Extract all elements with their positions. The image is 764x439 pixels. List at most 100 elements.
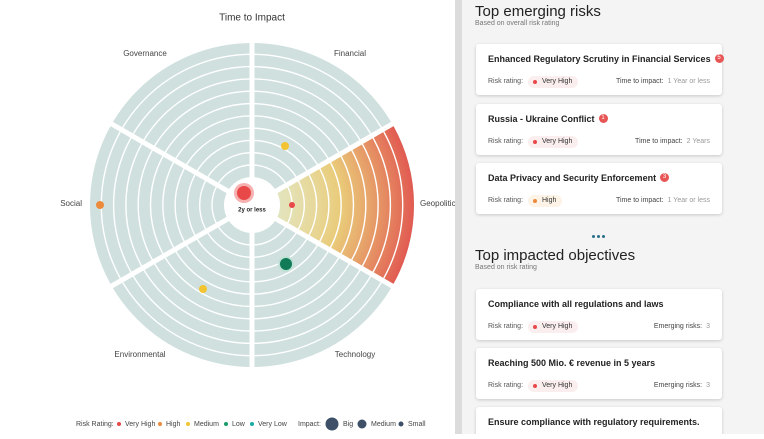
sector-label: Financial [334, 49, 366, 58]
risk-dot [237, 186, 251, 200]
center [224, 177, 280, 233]
legend-item: Medium [371, 421, 396, 428]
card-row: Risk rating: High Time to impact: 1 Year or… [488, 195, 710, 207]
section-title: Top emerging risks [475, 3, 601, 20]
legend-item: Medium [194, 421, 219, 428]
badge: 5 [714, 54, 724, 63]
card-name: Reaching 500 Mio. € revenue in 5 years [488, 358, 656, 368]
risk-label: Risk rating: [488, 78, 524, 85]
card-name: Ensure compliance with regulatory requir… [488, 417, 700, 427]
risk-pill: Very High [528, 380, 579, 392]
risk-dot [533, 140, 537, 144]
meta-value: 2 Years [686, 138, 710, 145]
more [592, 225, 607, 243]
risk-dot [280, 258, 292, 270]
risk-label: Risk rating: [488, 382, 524, 389]
radar-panel: Time to Impact 2y or less Financial Geopoli… [60, 13, 462, 431]
risk-dot [281, 142, 289, 150]
risk-dot [199, 285, 207, 293]
meta: Time to impact: 2 Years [635, 138, 710, 145]
meta-value: 1 Year or less [667, 197, 710, 204]
card-row: Risk rating: Very High Time to impact: 2 Ye… [488, 136, 710, 148]
meta: Emerging risks: 3 [654, 323, 710, 330]
meta-value: 1 Year or less [667, 78, 710, 85]
risk-value: Very High [542, 138, 573, 145]
card: Ensure compliance with regulatory requir… [476, 407, 722, 434]
section-subtitle: Based on risk rating [475, 264, 537, 271]
more-dot [597, 235, 600, 238]
risk-dot [533, 199, 537, 203]
meta-value: 3 [706, 323, 710, 330]
sector-label: Technology [335, 350, 375, 359]
section-subtitle: Based on overall risk rating [475, 20, 560, 27]
legend-item: High [166, 421, 181, 428]
card-row: Risk rating: Very High Time to impact: 1 Ye… [488, 76, 710, 88]
risk-pill: Very High [528, 321, 579, 333]
meta-label: Time to impact: [615, 78, 664, 85]
card-title: Compliance with all regulations and laws [488, 299, 664, 309]
card: Enhanced Regulatory Scrutiny in Financia… [476, 44, 724, 95]
legend-item: Very High [125, 421, 155, 428]
meta: Emerging risks: 3 [654, 382, 710, 389]
legend-item: Big [343, 421, 353, 428]
card-title: Data Privacy and Security Enforcement 3 [488, 173, 670, 183]
card-title: Russia - Ukraine Conflict 1 [488, 114, 608, 124]
risk-dot [533, 384, 537, 388]
legend-dot [224, 422, 228, 426]
risk-dot [96, 201, 104, 209]
legend-item: Low [232, 421, 246, 428]
risk-dot [533, 325, 537, 329]
legend-dot [250, 422, 254, 426]
more-dot [592, 235, 595, 238]
card: Compliance with all regulations and laws… [476, 289, 722, 340]
card-title: Ensure compliance with regulatory requir… [488, 417, 700, 427]
card-title: Reaching 500 Mio. € revenue in 5 years [488, 358, 655, 368]
legend-size [398, 421, 404, 427]
card-name: Russia - Ukraine Conflict [488, 114, 595, 124]
meta-label: Emerging risks: [653, 323, 703, 330]
meta: Time to impact: 1 Year or less [616, 197, 710, 204]
legend-size [357, 419, 367, 429]
risk-dot [289, 202, 295, 208]
risk-label: Risk rating: [488, 197, 524, 204]
section-title: Top impacted objectives [475, 247, 636, 264]
risk-value: High [542, 197, 557, 204]
meta-label: Time to impact: [615, 197, 664, 204]
risk-value: Very High [542, 382, 573, 389]
risk-dot [533, 80, 537, 84]
risk-label: Risk rating: [488, 323, 524, 330]
side-panel: Top emerging risks Based on overall risk … [462, 0, 764, 434]
sector-label: Geopolitical [420, 199, 455, 208]
card-title: Enhanced Regulatory Scrutiny in Financia… [488, 54, 724, 64]
risk-label: Risk rating: [488, 138, 524, 145]
meta-label: Time to impact: [635, 138, 683, 145]
divider [455, 0, 462, 434]
risk-value: Very High [542, 78, 573, 85]
card-name: Enhanced Regulatory Scrutiny in Financia… [488, 54, 711, 64]
geopolitical-highlight [276, 124, 414, 286]
legend-label: Risk Rating: [76, 421, 114, 428]
legend-label: Impact: [298, 421, 321, 428]
radar-title: Time to Impact [219, 13, 285, 24]
legend-size [325, 417, 339, 431]
risk-pill: Very High [528, 136, 579, 148]
card: Data Privacy and Security Enforcement 3 Ri… [476, 163, 722, 214]
legend-dot [186, 422, 190, 426]
card: Russia - Ukraine Conflict 1 Risk rating: Ve… [476, 104, 722, 155]
card-row: Risk rating: Very High Emerging risks: 3 [488, 380, 710, 392]
legend-item: Small [408, 421, 426, 428]
sector-label: Social [60, 199, 82, 208]
legend-dot [158, 422, 162, 426]
card-name: Compliance with all regulations and laws [488, 299, 664, 309]
card-row: Risk rating: Very High Emerging risks: 3 [488, 321, 710, 333]
risk-pill: Very High [528, 76, 579, 88]
more-dot [602, 235, 605, 238]
meta-value: 3 [706, 382, 710, 389]
sector-label: Governance [123, 49, 167, 58]
risk-value: Very High [542, 323, 573, 330]
legend-item: Very Low [258, 421, 288, 428]
meta-label: Emerging risks: [653, 382, 703, 389]
center-label: 2y or less [238, 208, 266, 214]
meta: Time to impact: 1 Year or less [616, 78, 710, 85]
